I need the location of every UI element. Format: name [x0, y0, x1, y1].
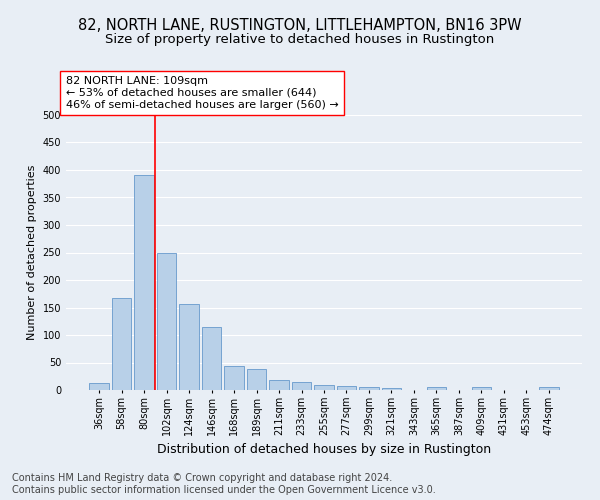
Bar: [314, 384, 334, 390]
Bar: [134, 176, 154, 390]
Bar: [472, 387, 491, 390]
Bar: [179, 304, 199, 390]
Bar: [89, 383, 109, 390]
Bar: [224, 366, 244, 390]
Bar: [427, 387, 446, 390]
Bar: [269, 380, 289, 390]
Bar: [539, 387, 559, 390]
Bar: [337, 386, 356, 390]
Bar: [359, 386, 379, 390]
Bar: [112, 298, 131, 390]
Text: Contains HM Land Registry data © Crown copyright and database right 2024.
Contai: Contains HM Land Registry data © Crown c…: [12, 474, 436, 495]
Text: Size of property relative to detached houses in Rustington: Size of property relative to detached ho…: [106, 32, 494, 46]
Bar: [202, 327, 221, 390]
Bar: [247, 368, 266, 390]
X-axis label: Distribution of detached houses by size in Rustington: Distribution of detached houses by size …: [157, 444, 491, 456]
Text: 82, NORTH LANE, RUSTINGTON, LITTLEHAMPTON, BN16 3PW: 82, NORTH LANE, RUSTINGTON, LITTLEHAMPTO…: [78, 18, 522, 32]
Text: 82 NORTH LANE: 109sqm
← 53% of detached houses are smaller (644)
46% of semi-det: 82 NORTH LANE: 109sqm ← 53% of detached …: [66, 76, 339, 110]
Y-axis label: Number of detached properties: Number of detached properties: [27, 165, 37, 340]
Bar: [292, 382, 311, 390]
Bar: [382, 388, 401, 390]
Bar: [157, 252, 176, 390]
